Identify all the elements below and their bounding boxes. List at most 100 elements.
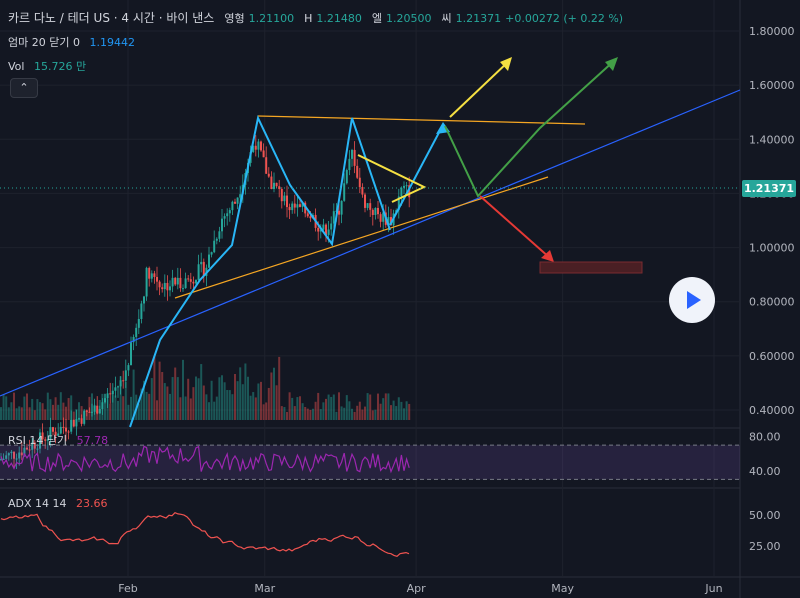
y-tick-label: 0.40000: [749, 404, 795, 417]
adx-label: ADX 14 14: [8, 497, 67, 510]
volume-bar: [335, 411, 338, 420]
volume-bar: [390, 405, 392, 420]
volume-bar: [36, 399, 39, 420]
candle: [36, 448, 39, 450]
y-tick-label: 1.40000: [749, 133, 795, 146]
volume-bar: [257, 383, 260, 420]
candle: [54, 431, 57, 436]
blue-trendline: [0, 89, 741, 397]
candle: [239, 194, 242, 198]
volume-bar: [182, 359, 184, 420]
volume-bar: [377, 393, 379, 420]
volume-bar: [13, 392, 15, 420]
candle: [184, 278, 187, 289]
volume-bar: [280, 406, 283, 420]
candle: [28, 449, 31, 451]
candle: [265, 157, 268, 174]
volume-bar: [327, 394, 330, 420]
candle: [405, 185, 408, 187]
candle: [195, 280, 197, 284]
volume-bar: [382, 398, 385, 420]
x-tick-label: Feb: [118, 582, 137, 595]
volume-bar: [210, 380, 213, 420]
volume-bar: [384, 393, 387, 420]
candle: [218, 231, 221, 239]
volume-bar: [114, 395, 117, 420]
candle: [340, 200, 343, 215]
volume-bar: [150, 378, 153, 420]
volume-bar: [148, 393, 151, 420]
volume-bar: [371, 410, 374, 420]
collapse-legend-button[interactable]: ⌃: [10, 78, 38, 98]
candle: [325, 224, 327, 235]
volume-bar: [296, 397, 299, 420]
play-button[interactable]: [669, 277, 715, 323]
volume-legend[interactable]: Vol 15.726 만: [8, 58, 86, 74]
adx-legend[interactable]: ADX 14 14 23.66: [8, 497, 108, 510]
volume-bar: [236, 381, 239, 420]
volume-bar: [405, 401, 408, 420]
ema-legend[interactable]: 엄마 20 닫기 0 1.19442: [8, 34, 135, 50]
rsi-legend[interactable]: RSI 14 닫기 57.78: [8, 432, 108, 448]
red-projection: [479, 195, 551, 259]
volume-bar: [143, 380, 145, 420]
candle: [213, 240, 216, 253]
candle: [197, 264, 200, 281]
volume-bar: [200, 364, 203, 420]
volume-bar: [101, 393, 104, 420]
volume-bar: [278, 356, 281, 420]
candle: [226, 213, 229, 217]
candle: [80, 418, 83, 424]
candle: [67, 431, 70, 433]
candle: [319, 229, 322, 232]
volume-bar: [221, 375, 223, 420]
y-tick-label: 1.80000: [749, 25, 795, 38]
volume-bar: [273, 367, 275, 420]
candle: [369, 203, 372, 210]
symbol-title[interactable]: 카르 다노 / 테더 US · 4 시간 · 바이 낸스: [8, 11, 215, 25]
green-projection: [444, 59, 616, 198]
candle: [202, 261, 205, 276]
rsi-tick-label: 80.00: [749, 431, 781, 444]
candle: [20, 452, 23, 456]
close-value: 1.21371: [455, 12, 502, 25]
candle: [353, 149, 356, 166]
volume-bar: [85, 409, 88, 420]
orange-support-line: [174, 176, 549, 299]
candle: [252, 145, 255, 153]
candle: [31, 442, 34, 450]
candle: [106, 393, 109, 399]
candle: [145, 267, 148, 297]
volume-bar: [111, 393, 114, 420]
volume-bar: [208, 402, 210, 420]
volume-bar: [137, 403, 140, 420]
candle: [301, 202, 304, 207]
candle: [163, 282, 166, 290]
volume-bar: [20, 407, 23, 420]
candle: [231, 201, 234, 211]
candle: [150, 273, 153, 279]
volume-bar: [41, 403, 44, 420]
candle: [0, 459, 2, 461]
candle: [397, 196, 400, 211]
candle: [215, 238, 218, 241]
candle: [338, 210, 340, 215]
candle: [317, 227, 320, 232]
volume-bar: [312, 408, 314, 420]
candle: [72, 419, 75, 427]
y-tick-label: 0.60000: [749, 350, 795, 363]
volume-bar: [322, 402, 325, 420]
volume-bar: [62, 402, 65, 420]
volume-value: 15.726 만: [33, 60, 87, 73]
volume-bar: [80, 406, 83, 420]
candle: [98, 409, 101, 414]
rsi-line: [0, 445, 410, 474]
volume-bar: [197, 378, 200, 420]
volume-bar: [132, 369, 135, 420]
volume-bar: [291, 397, 294, 420]
candle: [192, 281, 195, 284]
candle: [88, 411, 91, 413]
candle: [254, 145, 257, 150]
volume-bar: [366, 393, 369, 420]
